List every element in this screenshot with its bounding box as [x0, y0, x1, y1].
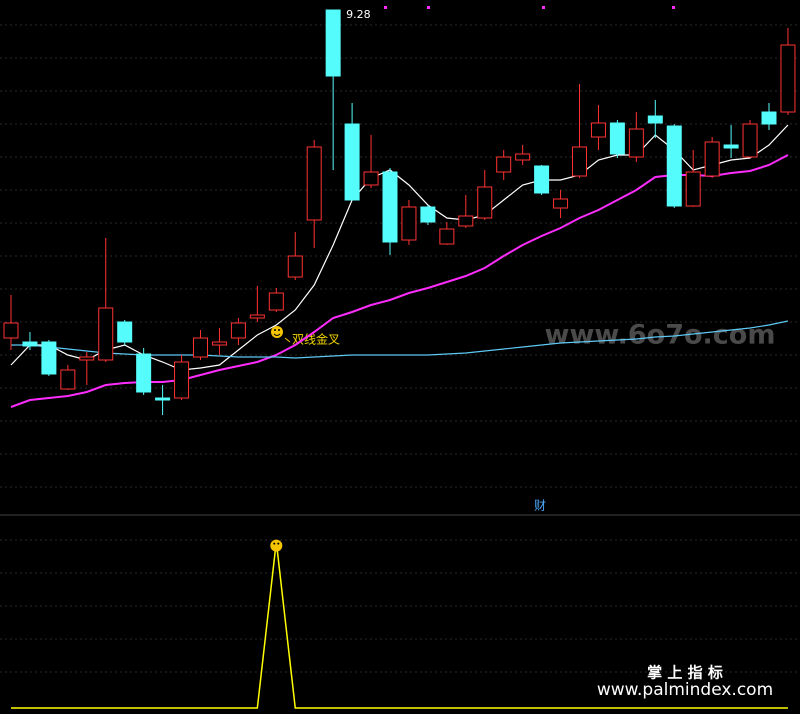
marker-dot — [384, 6, 387, 9]
candle-body — [60, 369, 76, 390]
candle-body — [628, 128, 644, 158]
candle-body — [211, 341, 227, 346]
candle-body — [534, 165, 550, 194]
candle-body — [458, 215, 474, 227]
watermark: www.6o7o.com — [545, 320, 776, 351]
high-label: 9.28 — [346, 8, 371, 21]
candle-body — [761, 111, 777, 125]
candle-body — [685, 171, 701, 207]
brand-url: www.palmindex.com — [597, 680, 773, 700]
candle-body — [439, 228, 455, 245]
smiley-eye — [273, 542, 276, 545]
candle-body — [230, 322, 246, 339]
candle-body — [344, 123, 360, 201]
candle-body — [117, 321, 133, 343]
candle-body — [420, 206, 436, 223]
candle-body — [22, 341, 38, 347]
candle-body — [496, 156, 512, 173]
candle-body — [609, 122, 625, 155]
candle-body — [174, 361, 190, 399]
candle-body — [382, 171, 398, 243]
candle-body — [136, 353, 152, 393]
smiley — [271, 326, 291, 343]
candle-body — [477, 186, 493, 219]
candle-body — [666, 125, 682, 207]
candle-body — [515, 153, 531, 161]
marker-dot — [672, 6, 675, 9]
candle-body — [553, 198, 569, 209]
candle-body — [155, 397, 171, 401]
candle-body — [363, 171, 379, 186]
smiley — [270, 539, 283, 552]
candle-body — [3, 322, 19, 339]
candle-body — [325, 9, 341, 77]
candle-body — [572, 146, 587, 177]
candle-body — [79, 356, 95, 361]
marker-dot — [542, 6, 545, 9]
marker-dot — [427, 6, 430, 9]
candle-body — [41, 341, 57, 375]
candle-body — [306, 146, 322, 221]
candle-body — [401, 206, 417, 241]
candle-body — [742, 123, 758, 158]
candle-body — [647, 115, 663, 124]
candle-body — [704, 141, 720, 177]
brand: 掌 上 指 标 — [647, 664, 723, 682]
candle-body — [723, 144, 739, 149]
candle-body — [287, 255, 303, 278]
candle-body — [268, 292, 284, 311]
candle-body — [249, 314, 265, 319]
smiley-eye — [277, 542, 280, 545]
candle-body — [98, 307, 114, 361]
candle-body — [193, 337, 208, 358]
panel-label: 财 — [534, 499, 546, 513]
signal-line — [11, 541, 788, 709]
ma-line — [10, 124, 789, 371]
candle-body — [590, 122, 606, 138]
candle-body — [780, 44, 796, 113]
annotation: 双线金叉 — [292, 332, 340, 347]
